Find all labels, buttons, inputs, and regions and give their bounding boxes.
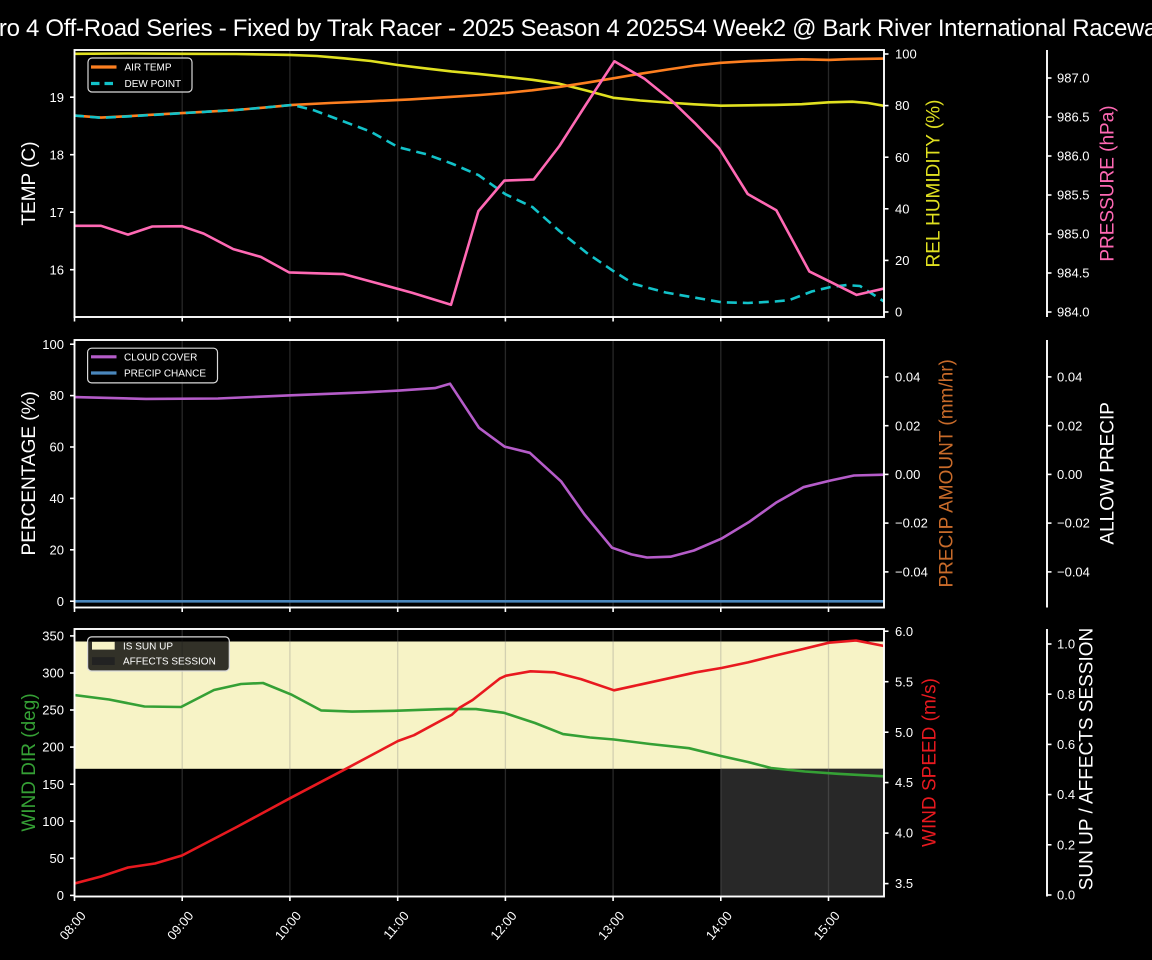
svg-text:AIR TEMP: AIR TEMP xyxy=(125,63,172,74)
svg-text:984.0: 984.0 xyxy=(1057,305,1090,320)
svg-text:3.5: 3.5 xyxy=(895,876,913,891)
svg-text:IS SUN UP: IS SUN UP xyxy=(123,641,173,652)
svg-text:PRECIP AMOUNT (mm/hr): PRECIP AMOUNT (mm/hr) xyxy=(937,359,958,587)
svg-text:985.5: 985.5 xyxy=(1057,188,1090,203)
svg-text:20: 20 xyxy=(50,542,64,557)
svg-text:Pro 4 Off-Road Series - Fixed: Pro 4 Off-Road Series - Fixed by Trak Ra… xyxy=(0,15,1152,42)
svg-text:WIND DIR (deg): WIND DIR (deg) xyxy=(19,693,40,831)
svg-text:0.6: 0.6 xyxy=(1057,737,1075,752)
svg-text:984.5: 984.5 xyxy=(1057,266,1090,281)
svg-text:−0.02: −0.02 xyxy=(895,516,928,531)
svg-text:REL HUMIDITY (%): REL HUMIDITY (%) xyxy=(924,100,945,268)
svg-text:100: 100 xyxy=(42,814,64,829)
svg-text:0: 0 xyxy=(57,594,64,609)
svg-text:300: 300 xyxy=(42,666,64,681)
svg-text:0.02: 0.02 xyxy=(895,418,920,433)
svg-text:0.0: 0.0 xyxy=(1057,888,1075,903)
svg-text:16: 16 xyxy=(50,262,64,277)
svg-text:0: 0 xyxy=(895,305,902,320)
svg-text:0.4: 0.4 xyxy=(1057,787,1075,802)
svg-text:6.0: 6.0 xyxy=(895,624,913,639)
svg-text:40: 40 xyxy=(50,491,64,506)
svg-text:60: 60 xyxy=(50,440,64,455)
svg-text:80: 80 xyxy=(895,98,909,113)
svg-text:−0.02: −0.02 xyxy=(1057,516,1090,531)
svg-text:20: 20 xyxy=(895,253,909,268)
svg-text:PERCENTAGE (%): PERCENTAGE (%) xyxy=(19,391,40,555)
svg-text:0.04: 0.04 xyxy=(895,370,920,385)
svg-text:100: 100 xyxy=(42,337,64,352)
svg-text:0.00: 0.00 xyxy=(895,467,920,482)
svg-text:4.5: 4.5 xyxy=(895,775,913,790)
svg-text:50: 50 xyxy=(50,851,64,866)
svg-text:4.0: 4.0 xyxy=(895,826,913,841)
svg-text:40: 40 xyxy=(895,201,909,216)
svg-text:17: 17 xyxy=(50,205,64,220)
svg-text:80: 80 xyxy=(50,388,64,403)
svg-text:986.5: 986.5 xyxy=(1057,110,1090,125)
svg-text:100: 100 xyxy=(895,47,917,62)
svg-text:AFFECTS SESSION: AFFECTS SESSION xyxy=(123,657,216,668)
svg-text:0.04: 0.04 xyxy=(1057,370,1082,385)
svg-text:0.8: 0.8 xyxy=(1057,687,1075,702)
svg-text:60: 60 xyxy=(895,150,909,165)
svg-text:0.02: 0.02 xyxy=(1057,418,1082,433)
svg-text:200: 200 xyxy=(42,740,64,755)
svg-text:987.0: 987.0 xyxy=(1057,71,1090,86)
svg-text:1.0: 1.0 xyxy=(1057,637,1075,652)
svg-text:PRECIP CHANCE: PRECIP CHANCE xyxy=(124,369,206,380)
svg-text:0: 0 xyxy=(57,888,64,903)
svg-text:986.0: 986.0 xyxy=(1057,149,1090,164)
svg-text:SUN UP / AFFECTS SESSION: SUN UP / AFFECTS SESSION xyxy=(1077,628,1098,891)
svg-text:WIND SPEED (m/s): WIND SPEED (m/s) xyxy=(920,678,941,847)
svg-text:985.0: 985.0 xyxy=(1057,227,1090,242)
svg-text:−0.04: −0.04 xyxy=(1057,565,1090,580)
svg-text:5.5: 5.5 xyxy=(895,674,913,689)
svg-text:CLOUD COVER: CLOUD COVER xyxy=(124,353,197,364)
svg-text:0.2: 0.2 xyxy=(1057,837,1075,852)
svg-text:150: 150 xyxy=(42,777,64,792)
svg-text:TEMP (C): TEMP (C) xyxy=(19,141,40,225)
svg-text:−0.04: −0.04 xyxy=(895,565,928,580)
svg-text:0.00: 0.00 xyxy=(1057,467,1082,482)
svg-text:5.0: 5.0 xyxy=(895,725,913,740)
svg-text:250: 250 xyxy=(42,703,64,718)
svg-text:350: 350 xyxy=(42,629,64,644)
svg-text:18: 18 xyxy=(50,147,64,162)
svg-text:ALLOW PRECIP: ALLOW PRECIP xyxy=(1098,402,1119,545)
svg-text:DEW POINT: DEW POINT xyxy=(125,79,182,90)
svg-text:PRESSURE (hPa): PRESSURE (hPa) xyxy=(1098,105,1119,261)
svg-text:19: 19 xyxy=(50,90,64,105)
